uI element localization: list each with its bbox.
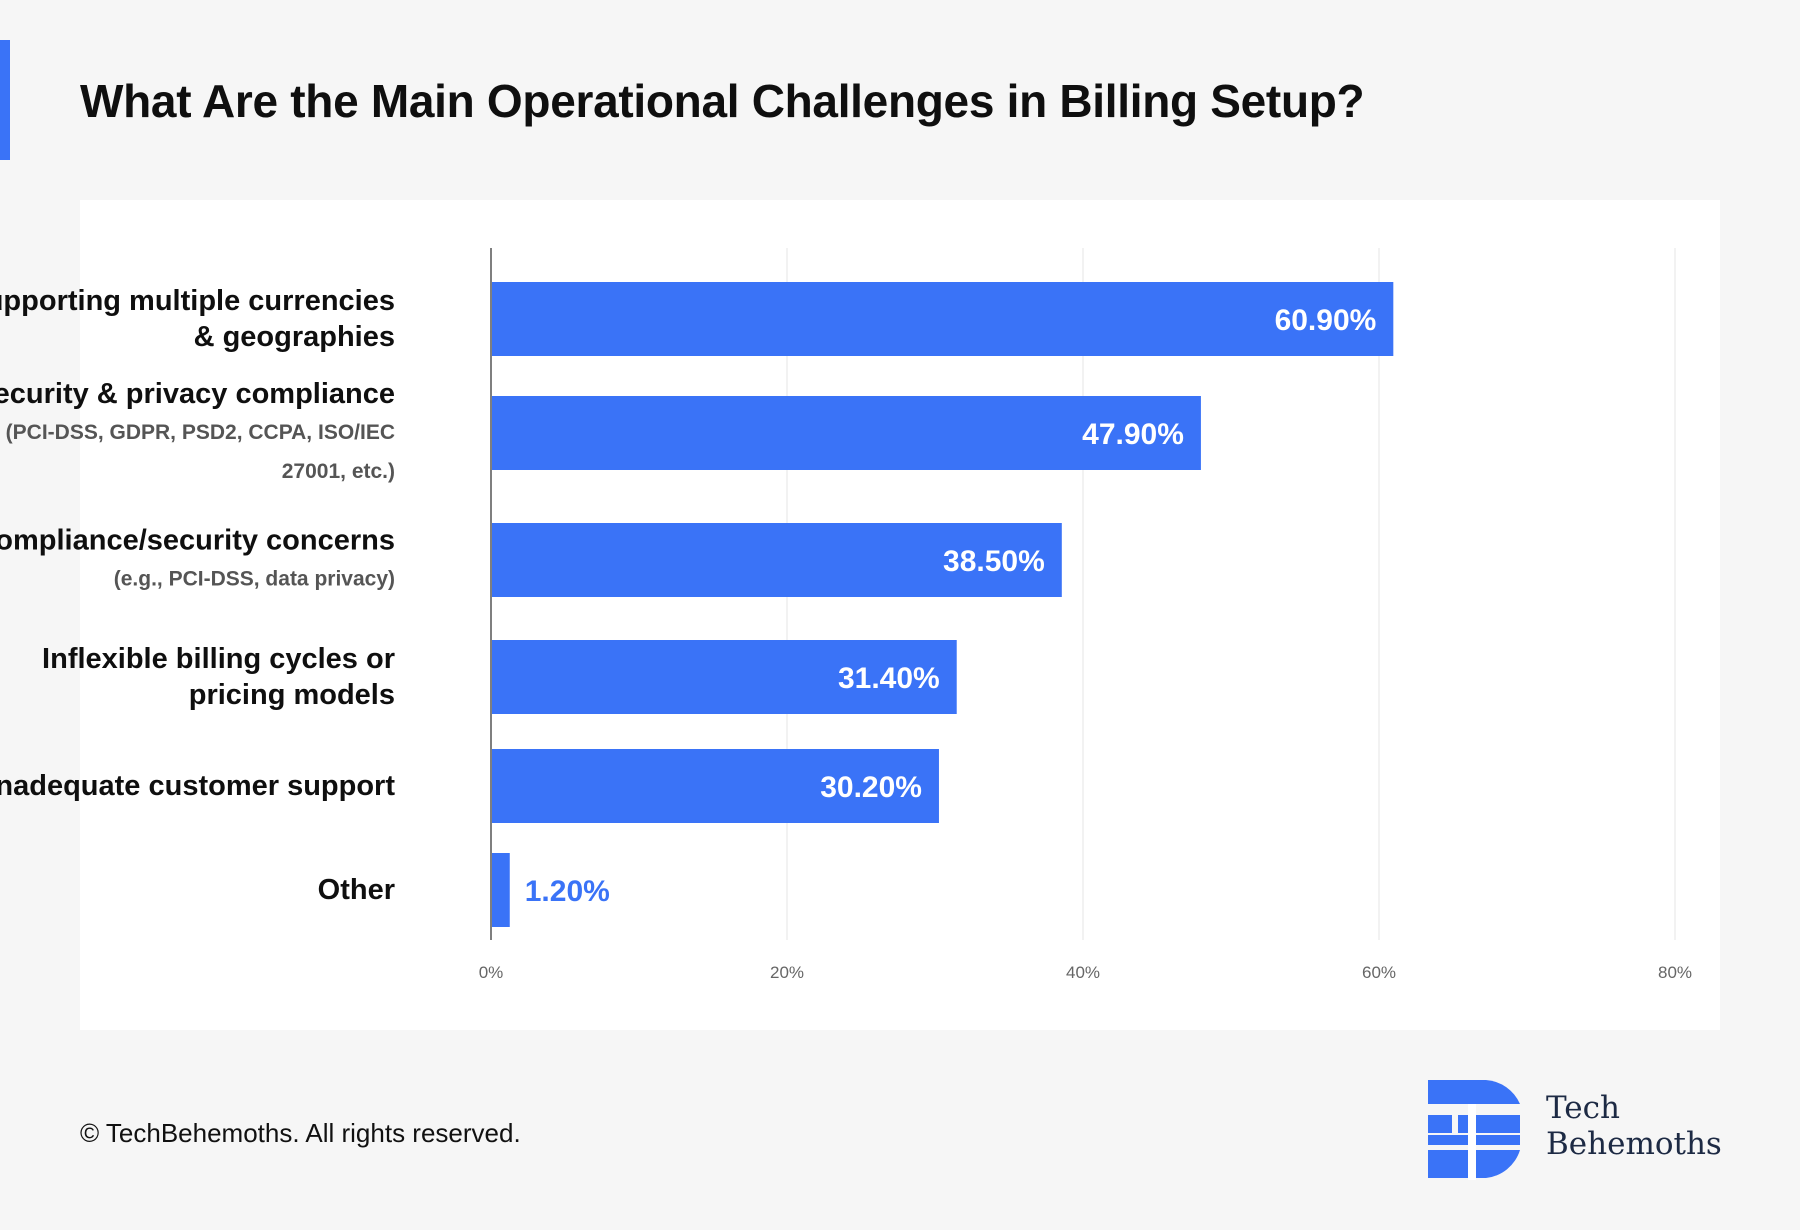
x-tick-label: 60%	[1362, 963, 1396, 982]
page-title: What Are the Main Operational Challenges…	[80, 75, 1365, 127]
bar	[492, 640, 957, 714]
chart-panel: 60.90% 47.90% 38.50% 31.40% 30.20% 1.20% 0% 20…	[0, 200, 1720, 1030]
bar-value-label: 60.90%	[1275, 304, 1377, 337]
x-tick-label: 80%	[1658, 963, 1692, 982]
category-label: Other	[0, 872, 395, 908]
bar-value-label: 30.20%	[820, 771, 922, 804]
category-label-main: Inflexible billing cycles or pricing mod…	[42, 643, 395, 711]
bar-value-label: 31.40%	[838, 662, 940, 695]
category-label: Compliance/security concerns (e.g., PCI-…	[0, 523, 395, 598]
bar	[492, 282, 1394, 356]
bar	[492, 749, 939, 823]
logo-wordmark: Tech Behemoths	[1546, 1090, 1722, 1162]
bar	[492, 523, 1062, 597]
category-label: Security & privacy compliance (PCI-DSS, …	[0, 376, 395, 490]
bar-chart: 60.90% 47.90% 38.50% 31.40% 30.20% 1.20% 0% 20…	[479, 248, 1692, 982]
logo-line-2: Behemoths	[1546, 1126, 1722, 1162]
title-accent-bar	[0, 40, 10, 160]
category-label-main: Other	[317, 874, 395, 906]
x-tick-labels: 0% 20% 40% 60% 80%	[479, 963, 1692, 982]
logo-mark-icon	[1428, 1080, 1520, 1180]
x-tick-label: 20%	[770, 963, 804, 982]
category-label-note: (PCI-DSS, GDPR, PSD2, CCPA, ISO/IEC 2700…	[5, 421, 395, 483]
bar-value-label: 1.20%	[525, 875, 610, 908]
category-label: Supporting multiple currencies & geograp…	[0, 283, 395, 355]
x-tick-label: 40%	[1066, 963, 1100, 982]
category-label-main: Inadequate customer support	[0, 770, 395, 802]
techbehemoths-logo: Tech Behemoths	[1428, 1080, 1728, 1180]
x-tick-label: 0%	[479, 963, 504, 982]
category-label: Inflexible billing cycles or pricing mod…	[0, 641, 395, 713]
category-label-note: (e.g., PCI-DSS, data privacy)	[113, 567, 395, 591]
bar-value-label: 47.90%	[1082, 418, 1184, 451]
category-label: Inadequate customer support	[0, 768, 395, 804]
logo-line-1: Tech	[1546, 1090, 1620, 1126]
bar	[492, 396, 1201, 470]
bars	[492, 282, 1394, 927]
bar	[492, 853, 510, 927]
value-labels: 60.90% 47.90% 38.50% 31.40% 30.20% 1.20%	[525, 304, 1377, 908]
category-label-main: Supporting multiple currencies & geograp…	[0, 285, 395, 353]
bar-value-label: 38.50%	[943, 545, 1045, 578]
category-label-main: Compliance/security concerns	[0, 524, 395, 557]
category-label-main: Security & privacy compliance	[0, 378, 395, 410]
copyright-text: © TechBehemoths. All rights reserved.	[80, 1118, 521, 1148]
